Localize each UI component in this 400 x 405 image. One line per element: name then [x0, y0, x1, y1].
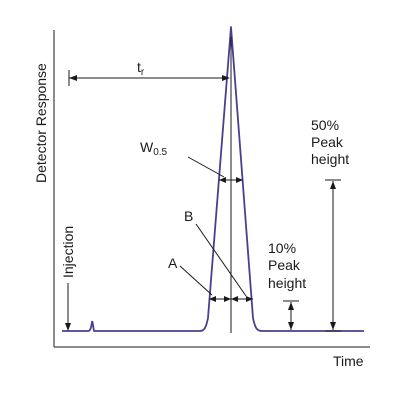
width-half-arrow-left-head [219, 177, 226, 183]
injection-arrow-head [65, 323, 71, 331]
width-a-arrow-left-head [209, 296, 216, 302]
x-axis-label: Time [333, 353, 364, 369]
fifty-percent-arrow-bottom-head [330, 322, 336, 330]
injection-label: Injection [60, 226, 76, 278]
retention-time-label: tr [137, 59, 145, 78]
ten-percent-arrow-bottom-head [288, 322, 294, 330]
ten-percent-label: 10% Peak height [268, 240, 306, 291]
marker-b-pointer [195, 223, 247, 297]
marker-a-pointer [179, 265, 213, 296]
retention-arrow-right-head [222, 75, 230, 81]
ten-percent-arrow-top-head [288, 302, 294, 310]
width-half-arrow-right-head [236, 177, 243, 183]
width-a-arrow-right-head [224, 296, 231, 302]
width-half-pointer [187, 156, 225, 178]
fifty-percent-label: 50% Peak height [311, 117, 349, 167]
fifty-percent-arrow-top-head [330, 181, 336, 189]
y-axis-label: Detector Response [33, 63, 49, 183]
marker-a-label: A [168, 255, 178, 271]
marker-b-label: B [184, 208, 193, 224]
width-half-height-label: W0.5 [140, 139, 168, 158]
width-b-arrow-right-head [246, 296, 253, 302]
chromatogram-trace [62, 26, 364, 332]
width-b-arrow-left-head [231, 296, 238, 302]
retention-arrow-left-head [69, 75, 77, 81]
